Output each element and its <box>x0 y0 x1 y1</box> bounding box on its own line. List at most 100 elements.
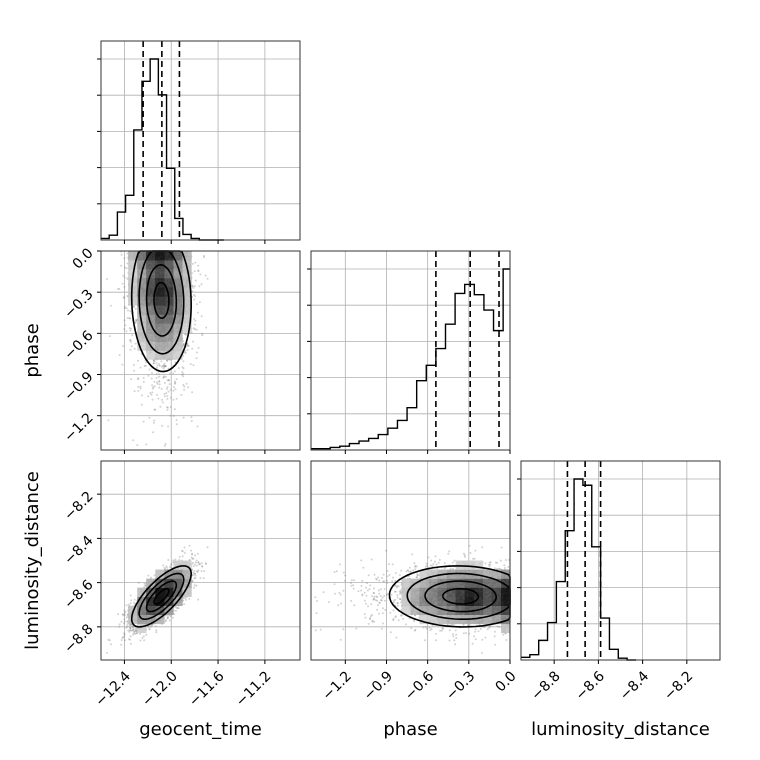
sample-point-geocent_time-vs-phase <box>129 329 132 332</box>
sample-point-geocent_time-vs-phase <box>169 406 172 408</box>
sample-point-geocent_time-vs-phase <box>195 328 198 331</box>
sample-point-geocent_time-vs-phase <box>158 386 161 389</box>
sample-point-geocent_time-vs-phase <box>182 367 185 370</box>
sample-point-geocent_time-vs-phase <box>151 372 153 374</box>
sample-point-geocent_time-vs-luminosity_distance <box>175 609 177 612</box>
sample-point-geocent_time-vs-phase <box>174 381 177 384</box>
sample-point-geocent_time-vs-phase <box>162 376 165 379</box>
sample-point-geocent_time-vs-phase <box>175 378 178 381</box>
sample-point-geocent_time-vs-luminosity_distance <box>191 552 193 555</box>
sample-point-geocent_time-vs-luminosity_distance <box>129 642 132 645</box>
sample-point-geocent_time-vs-phase <box>192 286 195 289</box>
sample-point-geocent_time-vs-phase <box>170 396 172 399</box>
sample-point-geocent_time-vs-luminosity_distance <box>168 619 171 622</box>
sample-point-geocent_time-vs-phase <box>107 419 110 422</box>
sample-point-geocent_time-vs-phase <box>191 284 194 287</box>
sample-point-geocent_time-vs-luminosity_distance <box>126 620 129 623</box>
sample-point-geocent_time-vs-phase <box>197 270 200 273</box>
sample-point-geocent_time-vs-phase <box>131 345 133 348</box>
sample-point-geocent_time-vs-phase <box>155 372 158 375</box>
sample-point-geocent_time-vs-phase <box>190 416 193 419</box>
sample-point-geocent_time-vs-luminosity_distance <box>134 632 137 635</box>
sample-point-geocent_time-vs-phase <box>160 365 163 368</box>
sample-point-geocent_time-vs-phase <box>165 392 168 395</box>
sample-point-geocent_time-vs-luminosity_distance <box>188 544 191 547</box>
sample-point-geocent_time-vs-luminosity_distance <box>174 605 177 608</box>
sample-point-geocent_time-vs-phase <box>132 305 135 308</box>
sample-point-geocent_time-vs-luminosity_distance <box>191 561 194 564</box>
sample-point-geocent_time-vs-phase <box>142 420 145 423</box>
sample-point-geocent_time-vs-phase <box>157 397 160 400</box>
sample-point-geocent_time-vs-phase <box>194 323 196 326</box>
sample-point-geocent_time-vs-phase <box>133 369 136 372</box>
sample-point-geocent_time-vs-phase <box>163 381 166 384</box>
sample-point-geocent_time-vs-phase <box>158 373 161 376</box>
sample-point-geocent_time-vs-luminosity_distance <box>198 563 201 566</box>
sample-point-geocent_time-vs-luminosity_distance <box>177 607 180 610</box>
sample-point-geocent_time-vs-luminosity_distance <box>117 613 120 616</box>
sample-point-geocent_time-vs-luminosity_distance <box>201 565 204 568</box>
sample-point-geocent_time-vs-phase <box>137 359 139 362</box>
sample-point-geocent_time-vs-phase <box>194 295 197 298</box>
sample-point-geocent_time-vs-phase <box>126 277 129 280</box>
sample-point-geocent_time-vs-phase <box>191 347 194 350</box>
sample-point-geocent_time-vs-phase <box>182 372 185 375</box>
sample-point-geocent_time-vs-luminosity_distance <box>121 636 124 639</box>
sample-point-geocent_time-vs-phase <box>156 382 159 385</box>
sample-point-geocent_time-vs-phase <box>118 354 121 357</box>
sample-point-geocent_time-vs-luminosity_distance <box>201 564 204 567</box>
sample-point-geocent_time-vs-phase <box>140 394 143 397</box>
sample-point-geocent_time-vs-phase <box>164 375 167 378</box>
sample-point-geocent_time-vs-luminosity_distance <box>193 577 196 580</box>
sample-point-geocent_time-vs-luminosity_distance <box>134 628 137 631</box>
sample-point-geocent_time-vs-luminosity_distance <box>110 643 112 646</box>
sample-point-geocent_time-vs-luminosity_distance <box>164 620 167 623</box>
sample-point-geocent_time-vs-phase <box>134 321 137 324</box>
sample-point-geocent_time-vs-phase <box>134 321 137 324</box>
sample-point-geocent_time-vs-phase <box>162 367 165 370</box>
sample-point-geocent_time-vs-phase <box>177 367 180 369</box>
sample-point-geocent_time-vs-phase <box>163 375 166 378</box>
sample-point-geocent_time-vs-phase <box>158 383 161 386</box>
sample-point-geocent_time-vs-luminosity_distance <box>129 602 132 605</box>
sample-point-geocent_time-vs-luminosity_distance <box>133 601 135 604</box>
sample-point-geocent_time-vs-phase <box>197 311 199 314</box>
sample-point-geocent_time-vs-luminosity_distance <box>197 561 200 564</box>
sample-point-geocent_time-vs-luminosity_distance <box>125 626 128 629</box>
sample-point-geocent_time-vs-luminosity_distance <box>129 626 132 629</box>
sample-point-geocent_time-vs-luminosity_distance <box>200 570 203 572</box>
sample-point-geocent_time-vs-luminosity_distance <box>108 639 111 642</box>
sample-point-geocent_time-vs-luminosity_distance <box>195 559 198 562</box>
sample-point-geocent_time-vs-phase <box>166 397 169 400</box>
sample-point-geocent_time-vs-phase <box>186 344 189 347</box>
sample-point-geocent_time-vs-phase <box>129 340 132 343</box>
sample-point-geocent_time-vs-phase <box>144 364 147 367</box>
sample-point-geocent_time-vs-luminosity_distance <box>132 628 135 631</box>
sample-point-geocent_time-vs-luminosity_distance <box>120 643 123 646</box>
sample-point-geocent_time-vs-phase <box>175 397 178 400</box>
sample-point-geocent_time-vs-phase <box>193 285 196 288</box>
sample-point-geocent_time-vs-phase <box>163 366 166 369</box>
sample-point-geocent_time-vs-phase <box>129 348 132 351</box>
sample-point-geocent_time-vs-luminosity_distance <box>190 549 193 552</box>
sample-point-geocent_time-vs-phase <box>200 315 203 318</box>
sample-point-geocent_time-vs-phase <box>167 379 170 382</box>
sample-point-geocent_time-vs-phase <box>167 390 170 393</box>
sample-point-geocent_time-vs-phase <box>123 296 126 299</box>
sample-point-geocent_time-vs-luminosity_distance <box>194 561 197 564</box>
sample-point-geocent_time-vs-phase <box>166 387 168 390</box>
sample-point-geocent_time-vs-phase <box>168 383 171 386</box>
sample-point-geocent_time-vs-phase <box>129 339 132 341</box>
sample-point-geocent_time-vs-phase <box>158 380 161 383</box>
sample-point-geocent_time-vs-luminosity_distance <box>144 584 147 587</box>
sample-point-geocent_time-vs-luminosity_distance <box>204 562 207 565</box>
sample-point-geocent_time-vs-phase <box>152 360 155 362</box>
sample-point-geocent_time-vs-phase <box>156 394 159 396</box>
sample-point-geocent_time-vs-phase <box>197 269 200 272</box>
sample-point-geocent_time-vs-phase <box>182 416 185 419</box>
sample-point-geocent_time-vs-phase <box>169 372 172 375</box>
sample-point-geocent_time-vs-luminosity_distance <box>174 558 177 561</box>
sample-point-geocent_time-vs-phase <box>167 379 170 382</box>
sample-point-geocent_time-vs-luminosity_distance <box>192 557 195 560</box>
sample-point-geocent_time-vs-phase <box>142 381 145 383</box>
